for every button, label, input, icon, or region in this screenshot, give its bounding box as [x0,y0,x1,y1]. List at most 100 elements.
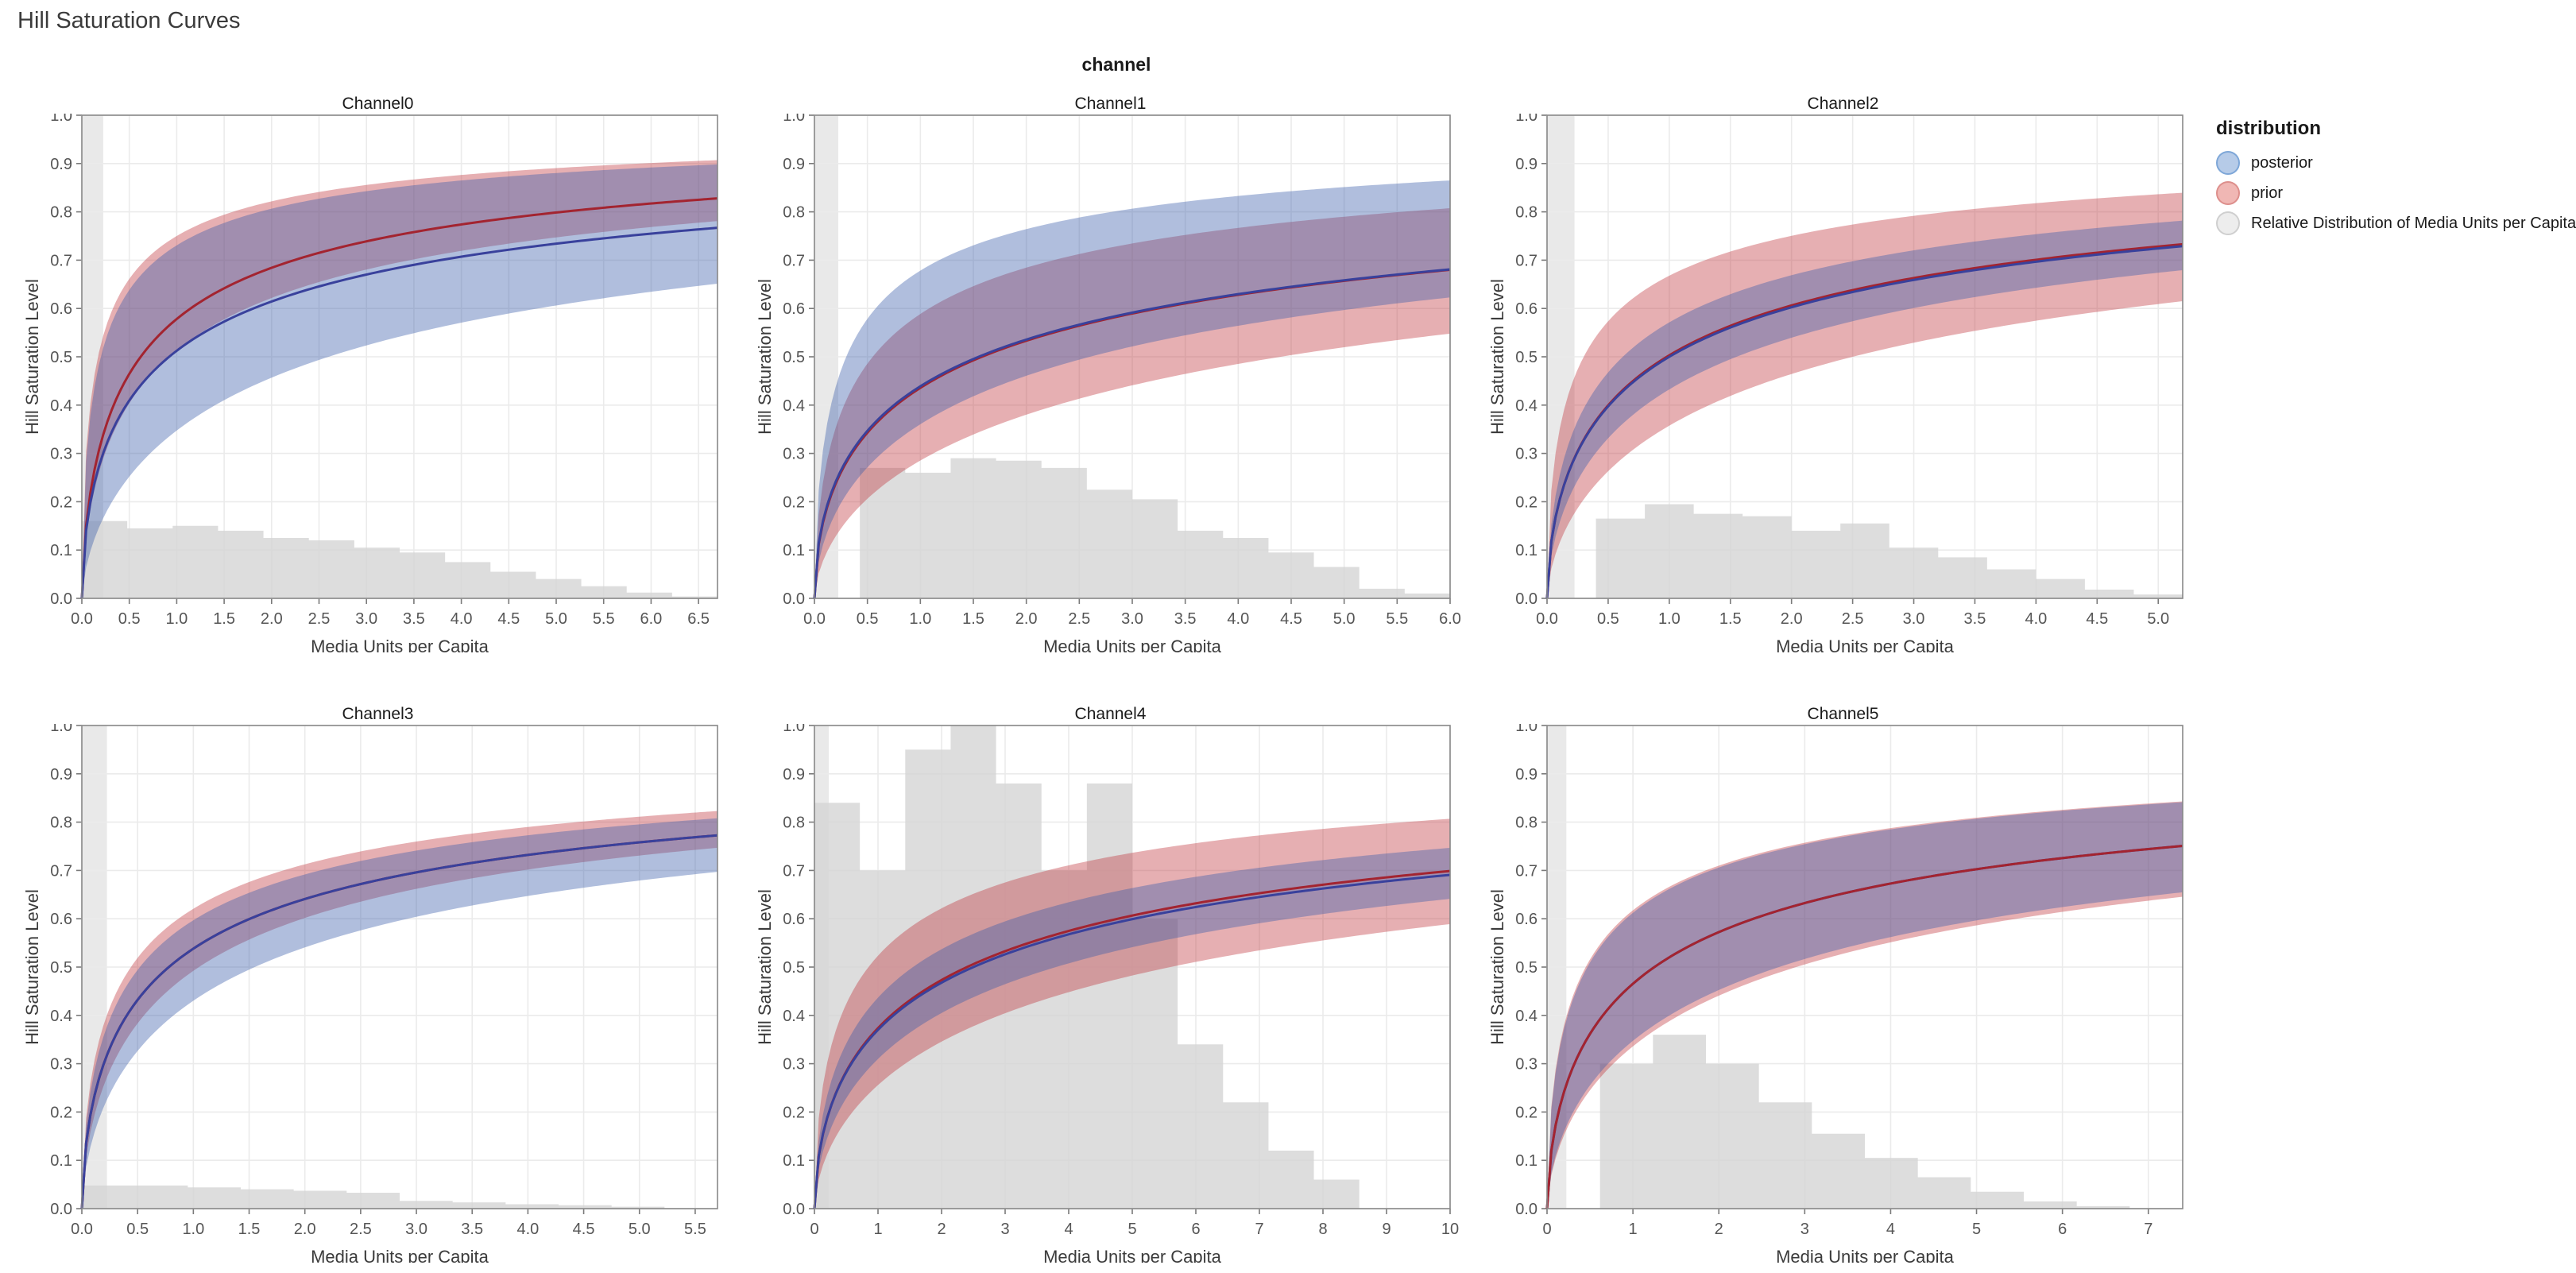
svg-text:0.8: 0.8 [783,204,805,222]
svg-text:6: 6 [1191,1221,1200,1238]
svg-text:2.0: 2.0 [294,1221,316,1238]
svg-text:0.1: 0.1 [1515,1152,1537,1170]
svg-text:Media Units per Capita: Media Units per Capita [1776,636,1955,652]
svg-text:0.6: 0.6 [1515,300,1537,318]
svg-text:0.3: 0.3 [1515,446,1537,463]
svg-text:4.0: 4.0 [516,1221,539,1238]
svg-text:0.9: 0.9 [1515,766,1537,784]
svg-text:0.9: 0.9 [50,156,72,173]
svg-text:0.0: 0.0 [71,1221,93,1238]
svg-text:1.0: 1.0 [909,610,931,628]
svg-text:0.5: 0.5 [126,1221,149,1238]
svg-text:0.4: 0.4 [783,397,805,415]
svg-text:0.0: 0.0 [1515,590,1537,608]
svg-text:0.4: 0.4 [50,1008,72,1025]
svg-text:0.5: 0.5 [50,349,72,366]
svg-text:0.3: 0.3 [1515,1056,1537,1074]
svg-text:5.5: 5.5 [1386,610,1408,628]
svg-text:0: 0 [810,1221,818,1238]
svg-text:1.0: 1.0 [1658,610,1681,628]
svg-text:0.5: 0.5 [783,349,805,366]
svg-text:0.5: 0.5 [50,959,72,977]
svg-text:0.5: 0.5 [857,610,879,628]
svg-text:4: 4 [1064,1221,1073,1238]
svg-text:0.5: 0.5 [1515,959,1537,977]
svg-text:0.0: 0.0 [803,610,826,628]
svg-text:0.4: 0.4 [50,397,72,415]
svg-text:4.5: 4.5 [573,1221,595,1238]
svg-text:7: 7 [2144,1221,2152,1238]
svg-text:2: 2 [1715,1221,1723,1238]
svg-text:4.0: 4.0 [451,610,473,628]
svg-text:0.9: 0.9 [1515,156,1537,173]
svg-text:1.5: 1.5 [213,610,235,628]
svg-text:0.4: 0.4 [783,1008,805,1025]
svg-text:1.0: 1.0 [1515,724,1537,735]
svg-text:1.0: 1.0 [1515,114,1537,125]
svg-text:0.1: 0.1 [50,542,72,559]
svg-text:7: 7 [1255,1221,1263,1238]
svg-text:0.5: 0.5 [1515,349,1537,366]
svg-text:0.1: 0.1 [783,542,805,559]
svg-text:6.0: 6.0 [640,610,663,628]
svg-text:0.3: 0.3 [783,1056,805,1074]
svg-text:0.8: 0.8 [1515,204,1537,222]
svg-text:1.0: 1.0 [50,724,72,735]
svg-text:0.3: 0.3 [50,446,72,463]
svg-text:Hill Saturation Level: Hill Saturation Level [22,279,42,435]
svg-text:0.1: 0.1 [783,1152,805,1170]
svg-text:0.0: 0.0 [50,1201,72,1218]
svg-text:2.0: 2.0 [1781,610,1803,628]
svg-text:1.5: 1.5 [1719,610,1742,628]
svg-text:0.7: 0.7 [1515,252,1537,269]
svg-text:0.4: 0.4 [1515,397,1537,415]
svg-text:4.5: 4.5 [1280,610,1302,628]
svg-text:0.9: 0.9 [50,766,72,784]
svg-text:0.8: 0.8 [50,204,72,222]
svg-text:0.2: 0.2 [1515,1104,1537,1121]
svg-text:0.5: 0.5 [118,610,141,628]
svg-text:0.2: 0.2 [1515,493,1537,511]
svg-text:0.0: 0.0 [1536,610,1558,628]
svg-text:3.0: 3.0 [405,1221,427,1238]
svg-text:3.5: 3.5 [1964,610,1986,628]
svg-text:0.9: 0.9 [783,766,805,784]
svg-text:10: 10 [1441,1221,1459,1238]
svg-text:0.0: 0.0 [783,1201,805,1218]
svg-text:0.8: 0.8 [50,814,72,832]
svg-text:2.0: 2.0 [261,610,283,628]
svg-text:0.6: 0.6 [783,300,805,318]
svg-text:0.6: 0.6 [783,911,805,928]
svg-text:1.0: 1.0 [182,1221,204,1238]
svg-text:5: 5 [1972,1221,1981,1238]
svg-text:0.0: 0.0 [71,610,93,628]
svg-text:Media Units per Capita: Media Units per Capita [1776,1247,1955,1263]
svg-text:1: 1 [873,1221,882,1238]
svg-text:1.0: 1.0 [165,610,188,628]
svg-text:0.0: 0.0 [783,590,805,608]
svg-text:Media Units per Capita: Media Units per Capita [1043,636,1222,652]
svg-text:5.5: 5.5 [684,1221,706,1238]
svg-text:0.5: 0.5 [1597,610,1619,628]
svg-text:3.5: 3.5 [1174,610,1197,628]
svg-text:Hill Saturation Level: Hill Saturation Level [755,279,775,435]
svg-text:3.0: 3.0 [1121,610,1143,628]
svg-text:0.6: 0.6 [1515,911,1537,928]
svg-text:0.7: 0.7 [1515,862,1537,880]
svg-text:0.1: 0.1 [50,1152,72,1170]
svg-text:0.8: 0.8 [1515,814,1537,832]
svg-text:0.8: 0.8 [783,814,805,832]
svg-text:0.2: 0.2 [50,493,72,511]
svg-text:2.5: 2.5 [308,610,331,628]
svg-text:0.7: 0.7 [50,862,72,880]
svg-text:Hill Saturation Level: Hill Saturation Level [1487,279,1507,435]
svg-text:3.0: 3.0 [1903,610,1925,628]
svg-text:4.0: 4.0 [1227,610,1249,628]
svg-text:0.5: 0.5 [783,959,805,977]
svg-text:Hill Saturation Level: Hill Saturation Level [1487,889,1507,1045]
svg-text:3: 3 [1800,1221,1809,1238]
svg-text:Media Units per Capita: Media Units per Capita [1043,1247,1222,1263]
svg-text:2.0: 2.0 [1015,610,1038,628]
svg-text:Hill Saturation Level: Hill Saturation Level [22,889,42,1045]
svg-text:4.5: 4.5 [2086,610,2108,628]
